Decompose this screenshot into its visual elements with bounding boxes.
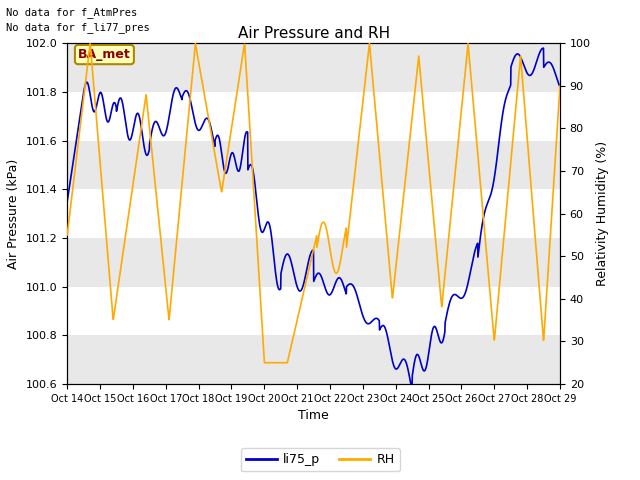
Bar <box>67 287 560 336</box>
Bar <box>67 92 560 141</box>
X-axis label: Time: Time <box>298 409 329 422</box>
Y-axis label: Air Pressure (kPa): Air Pressure (kPa) <box>7 158 20 269</box>
Title: Air Pressure and RH: Air Pressure and RH <box>237 25 390 41</box>
Text: BA_met: BA_met <box>78 48 131 61</box>
Bar <box>67 189 560 238</box>
Y-axis label: Relativity Humidity (%): Relativity Humidity (%) <box>596 141 609 286</box>
Text: No data for f_li77_pres: No data for f_li77_pres <box>6 22 150 33</box>
Legend: li75_p, RH: li75_p, RH <box>241 448 399 471</box>
Text: No data for f_AtmPres: No data for f_AtmPres <box>6 7 138 18</box>
